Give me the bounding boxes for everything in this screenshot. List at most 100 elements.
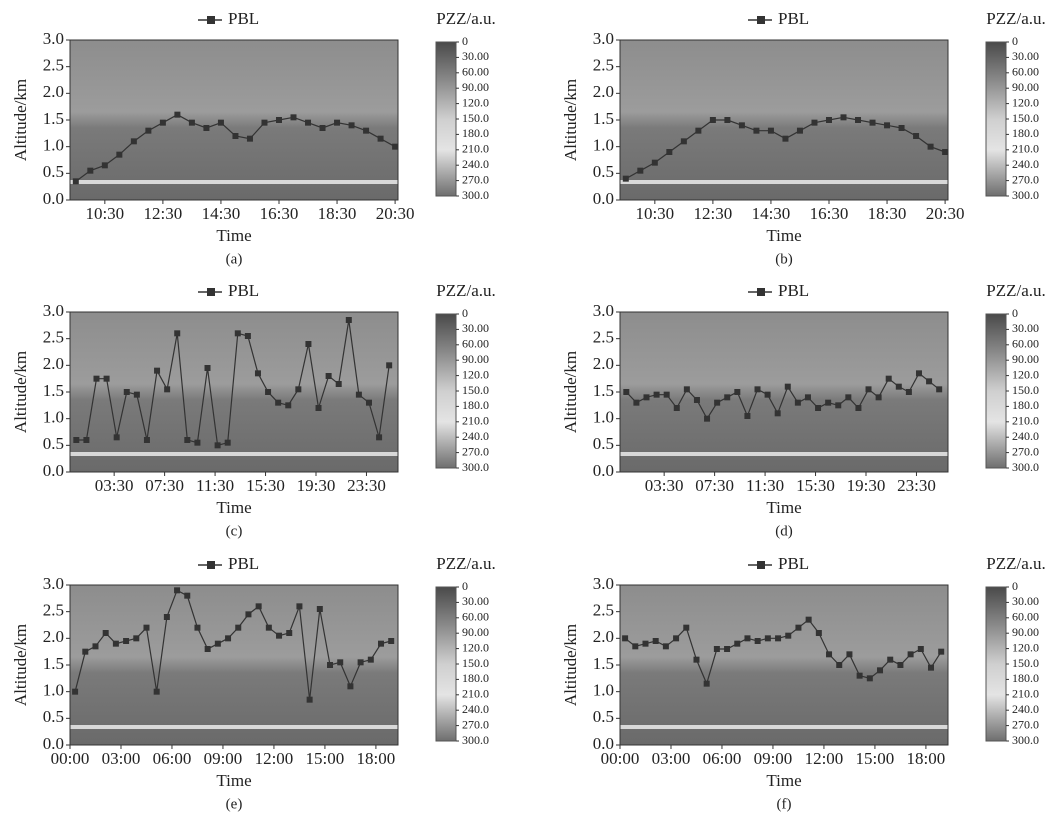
pbl-marker xyxy=(938,648,945,655)
pbl-marker xyxy=(926,378,933,385)
x-tick-label: 19:30 xyxy=(297,476,336,495)
pbl-marker xyxy=(363,127,370,134)
x-axis-label: Time xyxy=(766,771,801,790)
pbl-marker xyxy=(113,434,120,441)
x-tick-label: 18:30 xyxy=(318,204,357,223)
colorbar-tick-label: 60.00 xyxy=(1012,610,1039,624)
pbl-marker xyxy=(72,178,79,185)
pbl-marker xyxy=(895,383,902,390)
x-tick-label: 20:30 xyxy=(926,204,965,223)
y-tick-label: 1.0 xyxy=(43,408,64,427)
pbl-marker xyxy=(378,640,385,647)
colorbar-tick-label: 30.00 xyxy=(462,594,489,608)
x-tick-label: 18:30 xyxy=(868,204,907,223)
pbl-marker xyxy=(774,410,781,417)
colorbar-tick-label: 300.0 xyxy=(462,188,489,202)
pbl-marker xyxy=(286,630,293,636)
x-tick-label: 18:00 xyxy=(357,749,396,768)
colorbar-tick-label: 90.00 xyxy=(462,80,489,94)
pbl-marker xyxy=(325,373,332,379)
pbl-marker xyxy=(927,143,934,150)
colorbar-tick-label: 150.0 xyxy=(1012,111,1039,125)
pbl-marker xyxy=(898,125,905,131)
colorbar-tick-label: 180.0 xyxy=(1012,671,1039,685)
pbl-marker xyxy=(265,389,272,395)
pbl-marker xyxy=(673,635,680,642)
pbl-marker xyxy=(764,635,771,642)
y-tick-label: 0.5 xyxy=(593,707,614,726)
x-tick-label: 15:00 xyxy=(856,749,895,768)
pbl-marker xyxy=(276,632,283,639)
legend-label: PBL xyxy=(778,281,809,300)
colorbar-tick-label: 60.00 xyxy=(462,337,489,351)
colorbar-label: PZZ/a.u. xyxy=(986,9,1046,28)
colorbar-tick-label: 210.0 xyxy=(462,414,489,428)
pbl-marker xyxy=(693,397,700,403)
colorbar-tick-label: 240.0 xyxy=(462,429,489,443)
panel-caption: (f) xyxy=(777,796,792,812)
pbl-marker xyxy=(917,646,924,652)
pbl-marker xyxy=(386,362,393,369)
colorbar-tick-label: 300.0 xyxy=(462,733,489,747)
legend-label: PBL xyxy=(228,9,259,28)
x-tick-label: 06:00 xyxy=(153,749,192,768)
pbl-marker xyxy=(72,688,79,695)
pbl-marker xyxy=(83,437,90,443)
pbl-marker xyxy=(194,624,201,631)
y-tick-label: 0.5 xyxy=(593,162,614,181)
pbl-marker xyxy=(734,640,741,647)
pbl-marker xyxy=(825,117,832,123)
x-tick-label: 03:30 xyxy=(645,476,684,495)
pbl-marker xyxy=(907,651,914,658)
colorbar-tick-label: 300.0 xyxy=(1012,733,1039,747)
pbl-marker xyxy=(214,442,221,449)
colorbar-label: PZZ/a.u. xyxy=(436,554,496,573)
colorbar xyxy=(985,313,1007,469)
y-tick-label: 2.0 xyxy=(43,82,64,101)
colorbar-label: PZZ/a.u. xyxy=(436,281,496,300)
pbl-marker xyxy=(367,656,374,663)
y-axis-label: Altitude/km xyxy=(11,79,30,161)
colorbar-tick-label: 60.00 xyxy=(462,65,489,79)
y-axis-label: Altitude/km xyxy=(11,624,30,706)
pbl-line xyxy=(625,372,940,420)
pbl-marker xyxy=(724,646,731,652)
pbl-marker xyxy=(392,143,399,150)
pbl-marker xyxy=(875,394,882,401)
pbl-marker xyxy=(355,391,362,398)
y-tick-label: 2.0 xyxy=(593,627,614,646)
colorbar-tick-label: 180.0 xyxy=(1012,398,1039,412)
y-tick-label: 2.0 xyxy=(593,82,614,101)
pbl-marker xyxy=(337,659,344,666)
colorbar-tick-label: 90.00 xyxy=(1012,625,1039,639)
heatmap-background xyxy=(620,585,948,745)
colorbar-tick-label: 180.0 xyxy=(462,398,489,412)
legend-marker xyxy=(757,561,765,569)
colorbar-tick-label: 270.0 xyxy=(462,172,489,186)
pbl-marker xyxy=(295,386,302,393)
pbl-marker xyxy=(184,592,191,599)
pbl-marker xyxy=(224,439,231,446)
pbl-marker xyxy=(203,125,210,131)
pbl-marker xyxy=(174,111,181,118)
x-tick-label: 06:00 xyxy=(703,749,742,768)
colorbar xyxy=(435,313,457,469)
pbl-marker xyxy=(347,683,354,690)
x-tick-label: 10:30 xyxy=(85,204,124,223)
pbl-marker xyxy=(811,119,818,126)
legend-marker xyxy=(207,561,215,569)
pbl-marker xyxy=(680,138,687,145)
x-axis-label: Time xyxy=(216,226,251,245)
y-axis-label: Altitude/km xyxy=(11,351,30,433)
x-tick-label: 07:30 xyxy=(695,476,734,495)
pbl-marker xyxy=(174,330,181,337)
colorbar xyxy=(985,41,1007,197)
x-axis-label: Time xyxy=(766,226,801,245)
pbl-marker xyxy=(663,391,670,398)
pbl-marker xyxy=(815,405,822,411)
pbl-marker xyxy=(154,367,161,374)
y-tick-label: 3.0 xyxy=(43,574,64,593)
surface-strip xyxy=(70,180,398,184)
y-axis-label: Altitude/km xyxy=(561,79,580,161)
legend-label: PBL xyxy=(228,281,259,300)
